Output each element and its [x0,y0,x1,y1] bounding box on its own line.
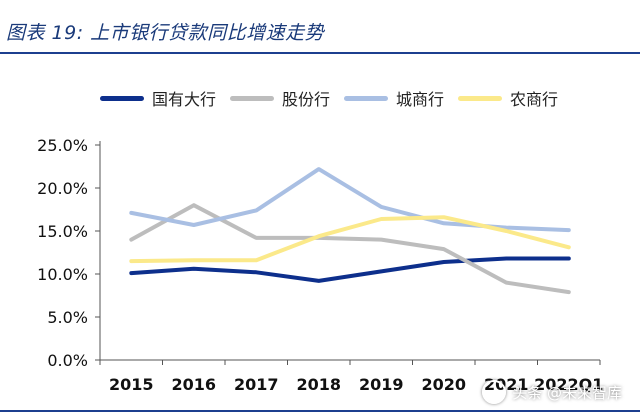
x-tick-label: 2022Q1 [534,375,603,394]
y-tick-label: 15.0% [37,222,88,241]
legend-item-1: 股份行 [230,86,330,110]
legend-label-0: 国有大行 [152,90,217,109]
watermark-logo-icon [482,380,507,404]
x-tick-label: 2015 [109,375,154,394]
legend-label-1: 股份行 [282,90,331,109]
y-tick-label: 5.0% [47,308,88,327]
y-tick-label: 20.0% [37,179,88,198]
series-line-0 [129,256,571,283]
legend-item-2: 城商行 [344,86,444,110]
chart-legend: 国有大行 股份行 城商行 农商行 [100,86,558,110]
x-tick-label: 2018 [296,375,341,394]
title-divider [0,52,640,54]
series-line-2 [129,167,571,233]
x-tick-label: 2020 [421,375,466,394]
x-tick-label: 2019 [359,375,404,394]
legend-label-2: 城商行 [396,90,445,109]
x-tick-label: 2017 [234,375,279,394]
series-line-3 [129,215,571,264]
bottom-divider [0,410,640,412]
y-tick-label: 0.0% [47,351,88,370]
legend-label-3: 农商行 [510,90,559,109]
legend-swatch-2 [344,95,389,101]
legend-swatch-3 [458,95,503,101]
watermark-text: 头条 @未来智库 [512,383,622,402]
figure-title: 图表 19: 上市银行贷款同比增速走势 [6,22,325,44]
y-tick-label: 25.0% [37,136,88,155]
watermark: 头条 @未来智库 [482,380,622,404]
legend-item-3: 农商行 [458,86,558,110]
x-tick-label: 2016 [171,375,216,394]
legend-item-0: 国有大行 [100,86,216,110]
y-tick-label: 10.0% [37,265,88,284]
legend-swatch-1 [230,95,275,101]
legend-swatch-0 [100,95,144,101]
series-line-1 [129,203,571,295]
